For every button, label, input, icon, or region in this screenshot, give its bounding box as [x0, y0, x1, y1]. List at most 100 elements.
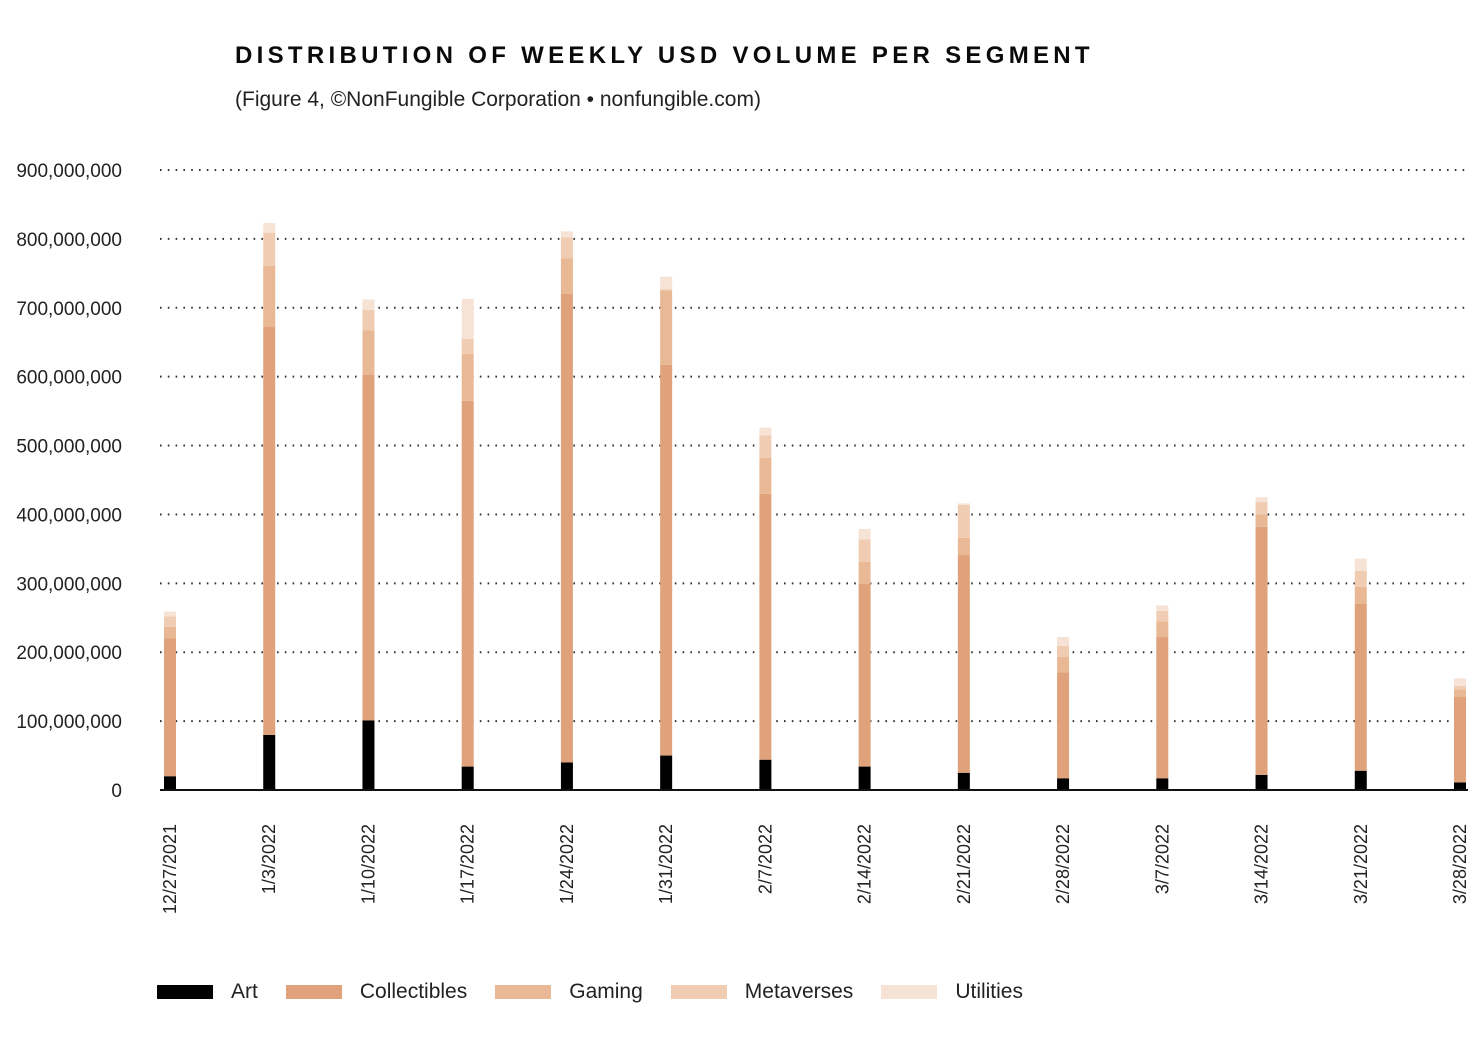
bar-segment-gaming [1057, 657, 1070, 673]
bar-segment-art [362, 720, 375, 790]
bar-segment-utilities [759, 427, 772, 436]
y-tick-label: 800,000,000 [16, 230, 122, 251]
bar-segment-gaming [164, 626, 176, 639]
bar-stack [1454, 678, 1466, 790]
bar-segment-metaverses [1156, 610, 1169, 622]
bar-segment-utilities [362, 299, 375, 310]
bar-segment-art [560, 762, 573, 790]
bar-segment-metaverses [263, 232, 276, 266]
chart-title: DISTRIBUTION OF WEEKLY USD VOLUME PER SE… [235, 42, 1094, 69]
legend-swatch [495, 985, 552, 999]
x-tick-label: 3/14/2022 [1252, 824, 1272, 904]
legend-label: Gaming [569, 980, 643, 1003]
bar-stack [759, 427, 772, 790]
bar-stack [858, 528, 871, 790]
bar-segment-gaming [957, 537, 970, 556]
bar-segment-collectibles [660, 364, 673, 756]
legend-label: Utilities [955, 980, 1023, 1003]
legend-label: Metaverses [744, 980, 854, 1003]
bar-stack [362, 299, 375, 790]
bar-segment-metaverses [1354, 570, 1367, 587]
bar-segment-metaverses [362, 309, 375, 331]
legend-item-art: Art [157, 980, 258, 1004]
x-tick-label: 3/7/2022 [1152, 824, 1172, 894]
x-tick-label: 1/24/2022 [557, 824, 577, 904]
bar-segment-metaverses [1057, 646, 1070, 658]
bar-segment-metaverses [461, 338, 474, 354]
bar-stack [1255, 497, 1268, 790]
bar-segment-metaverses [759, 435, 772, 458]
legend-label: Collectibles [359, 980, 468, 1003]
gridlines [160, 169, 1468, 723]
bar-segment-art [858, 766, 871, 790]
bar-segment-art [1255, 774, 1268, 790]
bar-segment-gaming [660, 290, 673, 365]
x-tick-label: 12/27/2021 [160, 824, 180, 914]
bar-stack [1156, 605, 1169, 790]
legend-swatch [670, 985, 727, 999]
bar-stack [263, 223, 276, 790]
bar-segment-art [660, 755, 673, 790]
bar-segment-collectibles [1156, 637, 1169, 779]
bar-segment-collectibles [1454, 697, 1466, 783]
legend-swatch [881, 985, 938, 999]
bar-segment-art [263, 734, 276, 790]
legend-item-gaming: Gaming [495, 980, 643, 1004]
bar-segment-metaverses [1255, 502, 1268, 515]
bar-segment-metaverses [858, 539, 871, 562]
bar-segment-metaverses [164, 616, 176, 627]
bar-segment-gaming [362, 330, 375, 375]
bar-segment-collectibles [461, 400, 474, 767]
x-tick-label: 3/28/2022 [1450, 824, 1470, 904]
y-tick-label: 300,000,000 [16, 574, 122, 595]
bar-segment-gaming [1354, 586, 1367, 604]
legend-swatch [157, 985, 213, 999]
y-axis-ticks: 900,000,000 800,000,000 700,000,000 600,000… [16, 161, 122, 802]
bar-segment-gaming [461, 353, 474, 401]
bar-segment-gaming [858, 561, 871, 585]
x-tick-label: 2/14/2022 [855, 824, 875, 904]
stacked-bar-chart: 900,000,000 800,000,000 700,000,000 600,000… [16, 161, 1470, 914]
bar-segment-art [1057, 778, 1070, 790]
bar-segment-utilities [1354, 558, 1367, 571]
bar-segment-art [461, 766, 474, 790]
bar-segment-metaverses [660, 289, 673, 291]
bar-segment-collectibles [957, 555, 970, 773]
bar-segment-art [759, 759, 772, 790]
y-tick-label: 400,000,000 [16, 505, 122, 526]
y-tick-label: 500,000,000 [16, 437, 122, 458]
bar-segment-art [957, 772, 970, 790]
bars [164, 223, 1466, 790]
x-tick-label: 2/28/2022 [1053, 824, 1073, 904]
bar-segment-collectibles [362, 374, 375, 721]
bar-segment-collectibles [1354, 604, 1367, 771]
bar-segment-utilities [560, 231, 573, 238]
y-tick-label: 100,000,000 [16, 712, 122, 733]
x-tick-label: 1/17/2022 [458, 824, 478, 904]
bar-stack [1354, 558, 1367, 790]
bar-segment-collectibles [1255, 526, 1268, 775]
bar-segment-utilities [858, 528, 871, 540]
bar-segment-utilities [1255, 497, 1268, 503]
bar-segment-gaming [1454, 689, 1466, 697]
bar-stack [1057, 637, 1070, 790]
x-tick-label: 1/10/2022 [358, 824, 378, 904]
bar-segment-art [1354, 770, 1367, 790]
y-tick-label: 900,000,000 [16, 161, 122, 182]
chart-legend: Art Collectibles Gaming Metaverses Utilities [157, 980, 1051, 1004]
bar-segment-art [1156, 778, 1169, 790]
bar-segment-gaming [560, 258, 573, 294]
bar-segment-utilities [1156, 605, 1169, 611]
bar-segment-utilities [1057, 637, 1070, 647]
bar-segment-gaming [263, 265, 276, 327]
y-tick-label: 0 [111, 781, 122, 802]
bar-segment-utilities [263, 223, 276, 233]
x-axis-ticks: 12/27/2021 1/3/2022 1/10/2022 1/17/2022 1/24… [160, 824, 1470, 914]
bar-segment-utilities [164, 611, 176, 617]
bar-segment-art [164, 776, 176, 790]
legend-item-utilities: Utilities [881, 980, 1023, 1004]
bar-segment-utilities [1454, 678, 1466, 686]
bar-segment-gaming [1255, 514, 1268, 527]
bar-stack [660, 276, 673, 790]
bar-segment-collectibles [1057, 672, 1070, 779]
